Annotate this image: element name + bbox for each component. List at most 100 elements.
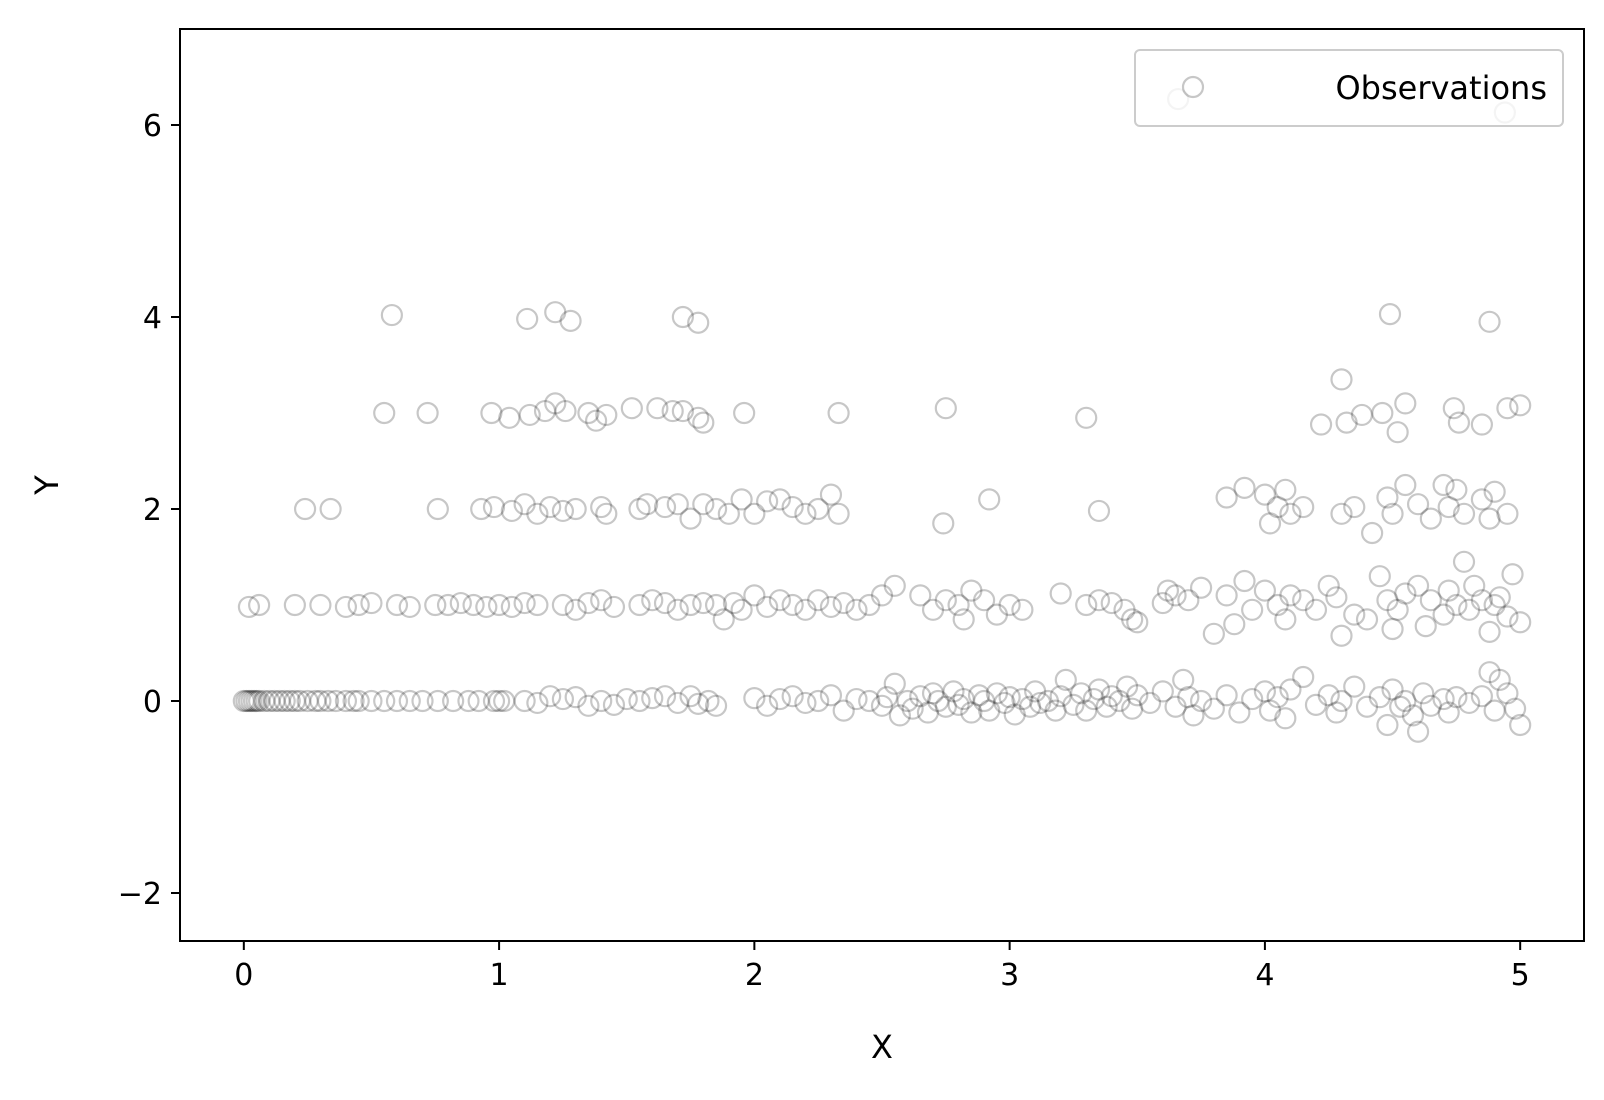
scatter-point <box>1044 699 1067 722</box>
scatter-point <box>1437 495 1460 519</box>
scatter-point <box>513 591 536 615</box>
scatter-point <box>373 401 396 425</box>
scatter-point <box>1274 707 1297 730</box>
scatter-point <box>620 397 643 420</box>
scatter-point <box>1488 586 1511 609</box>
scatter-point <box>304 689 327 713</box>
scatter-point <box>1470 413 1493 436</box>
scatter-point <box>653 685 677 708</box>
scatter-point <box>1325 701 1348 724</box>
scatter-point <box>1496 682 1519 705</box>
scatter-point <box>1447 411 1471 434</box>
scatter-point <box>516 307 539 331</box>
scatter-point <box>960 701 983 724</box>
scatter-point <box>883 574 906 597</box>
scatter-point <box>1335 411 1358 434</box>
scatter-point <box>1361 521 1384 545</box>
scatter-point <box>1470 685 1493 708</box>
scatter-point <box>1478 661 1501 684</box>
scatter-point <box>692 411 715 434</box>
scatter-point <box>1189 576 1213 599</box>
scatter-point <box>615 687 638 711</box>
scatter-point <box>1151 591 1174 615</box>
scatter-point <box>909 584 932 607</box>
scatter-point <box>845 687 868 711</box>
y-axis: −2 0 2 4 6 <box>118 109 180 912</box>
scatter-point <box>641 687 664 710</box>
scatter-point <box>1483 593 1506 617</box>
scatter-point <box>237 689 261 713</box>
scatter-point <box>998 686 1021 709</box>
scatter-point <box>449 591 472 615</box>
scatter-point <box>426 689 449 713</box>
scatter-point <box>1241 687 1264 711</box>
scatter-point <box>1343 603 1366 626</box>
scatter-point <box>960 579 983 602</box>
scatter-point <box>1202 697 1225 720</box>
scatter-point <box>661 399 684 423</box>
scatter-point <box>1126 684 1149 707</box>
scatter-point <box>602 595 626 619</box>
scatter-point <box>1151 680 1174 703</box>
legend-label: Observations <box>1335 69 1547 107</box>
scatter-point <box>832 591 855 615</box>
scatter-point <box>932 512 955 535</box>
scatter-point <box>1036 689 1060 713</box>
scatter-point <box>819 595 843 619</box>
scatter-point <box>1381 678 1404 701</box>
scatter-point <box>1075 699 1098 722</box>
scatter-point <box>985 603 1008 626</box>
scatter-point <box>947 693 970 716</box>
scatter-point <box>319 497 342 521</box>
scatter-point <box>424 593 447 617</box>
scatter-point <box>952 608 975 631</box>
scatter-point <box>1304 598 1328 621</box>
scatter-point <box>1177 686 1200 709</box>
scatter-point <box>794 691 817 715</box>
scatter-point <box>577 591 600 615</box>
scatter-point <box>1070 682 1093 705</box>
scatter-point <box>1095 695 1118 718</box>
scatter-point <box>1389 695 1412 718</box>
scatter-point <box>916 701 940 724</box>
scatter-point <box>1419 507 1442 530</box>
scatter-point <box>845 598 868 621</box>
scatter-point <box>1509 611 1532 634</box>
scatter-point <box>1355 695 1379 718</box>
plot-area-frame <box>179 28 1585 942</box>
scatter-point <box>756 490 779 513</box>
scatter-point <box>921 598 945 621</box>
legend-marker-icon <box>1181 75 1205 99</box>
scatter-point <box>993 691 1016 715</box>
scatter-point <box>781 495 804 519</box>
scatter-point <box>704 694 728 717</box>
scatter-point <box>487 593 511 617</box>
scatter-point <box>385 593 409 617</box>
scatter-point <box>1503 697 1527 720</box>
scatter-point <box>1394 582 1417 605</box>
legend-box <box>1134 49 1564 127</box>
scatter-point <box>278 689 301 713</box>
scatter-point <box>768 687 791 711</box>
scatter-point <box>1442 397 1465 420</box>
scatter-point <box>1488 668 1511 691</box>
scatter-point <box>1376 589 1399 612</box>
scatter-point <box>921 682 945 705</box>
scatter-point <box>480 401 503 425</box>
scatter-point <box>1330 368 1353 391</box>
scatter-point <box>687 406 710 429</box>
scatter-point <box>1496 502 1519 525</box>
y-axis-label: Y <box>28 475 66 496</box>
scatter-point <box>1215 486 1238 509</box>
scatter-point <box>1266 686 1289 709</box>
scatter-point <box>1279 678 1302 701</box>
scatter-point <box>743 502 766 525</box>
scatter-point <box>539 495 562 519</box>
x-tick-label: 0 <box>234 958 253 993</box>
scatter-point <box>1437 579 1460 602</box>
scatter-point <box>544 392 567 415</box>
scatter-point <box>730 598 753 621</box>
scatter-point <box>385 689 409 713</box>
scatter-point <box>870 694 894 717</box>
